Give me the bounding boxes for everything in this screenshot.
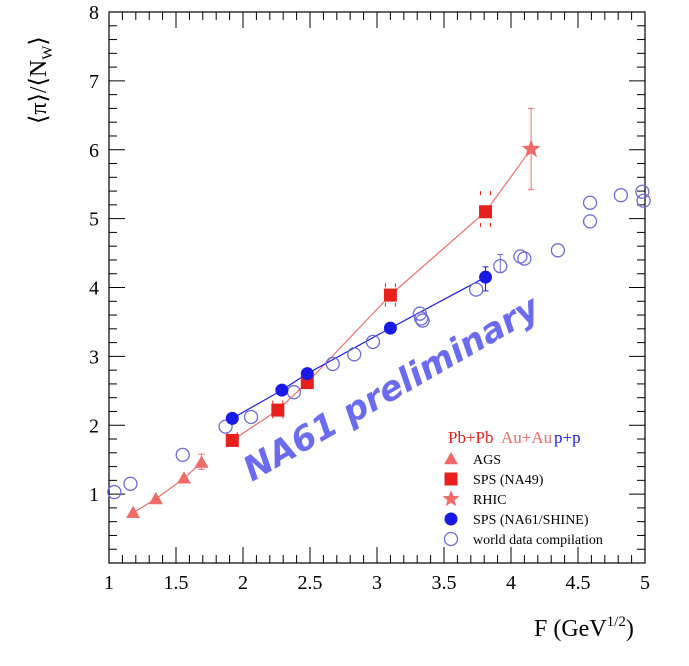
y-tick-label: 1: [89, 484, 99, 506]
y-axis-title-main: ⟨π⟩/⟨N: [26, 60, 52, 124]
data-point: [325, 356, 340, 372]
data-point: [415, 313, 430, 328]
legend-header-text: p+p: [554, 428, 581, 447]
legend-marker: [442, 490, 460, 507]
x-tick-label: 2: [238, 572, 248, 594]
plot-area-border: [108, 11, 646, 564]
data-point: [383, 288, 397, 302]
data-point: [177, 471, 192, 484]
y-tick-label: 8: [89, 2, 99, 24]
legend-header-text: Au+Au: [501, 428, 553, 447]
x-tick-label: 5: [640, 572, 650, 594]
data-point: [107, 484, 122, 500]
data-point: [300, 376, 314, 390]
data-point: [225, 433, 239, 447]
data-point: [613, 188, 629, 203]
y-tick-label: 6: [89, 140, 99, 162]
x-tick-label: 3.5: [432, 572, 457, 594]
series-markers: [107, 139, 651, 518]
y-tick-label: 4: [89, 278, 99, 300]
legend-label: SPS (NA61/SHINE): [473, 513, 589, 528]
data-point: [414, 311, 429, 326]
legend: Pb+Pb Au+Au p+p AGS SPS (NA49) RHIC SPS (NA61/…: [442, 428, 603, 548]
y-tick-label: 7: [89, 71, 99, 93]
data-point: [194, 455, 209, 468]
y-axis-title-sub: W: [40, 45, 56, 60]
data-point: [175, 447, 190, 463]
legend-marker: [444, 512, 458, 526]
data-point: [479, 270, 493, 284]
plot-frame: [108, 11, 646, 564]
data-point: [582, 214, 598, 229]
legend-header-text: Pb+Pb: [448, 428, 494, 447]
legend-marker: [443, 531, 459, 547]
legend-label: world data compilation: [473, 533, 603, 548]
legend-label: AGS: [473, 453, 501, 468]
x-axis-title: F (GeV1/2): [534, 614, 634, 642]
series-line: [485, 148, 532, 213]
y-axis-title-end: ⟩: [26, 36, 52, 45]
legend-label: RHIC: [473, 493, 506, 508]
data-point: [126, 505, 141, 518]
legend-label: SPS (NA49): [473, 473, 544, 488]
data-point: [635, 184, 650, 199]
data-point: [243, 409, 259, 425]
x-axis-title-end: ): [626, 616, 634, 642]
legend-marker: [444, 472, 458, 486]
x-tick-label: 1: [104, 572, 114, 594]
data-point: [517, 251, 532, 266]
data-point: [365, 334, 381, 350]
data-point: [225, 411, 239, 425]
y-tick-label: 5: [89, 209, 99, 231]
data-point: [275, 383, 289, 397]
data-point: [218, 419, 233, 434]
data-point: [521, 139, 541, 158]
y-axis-title: ⟨π⟩/⟨NW⟩: [26, 36, 56, 124]
x-tick-label: 3: [372, 572, 382, 594]
x-axis-title-main: F (GeV: [534, 616, 607, 642]
y-tick-label: 2: [89, 415, 99, 437]
data-point: [300, 367, 314, 381]
data-point: [347, 347, 362, 362]
series-line: [132, 461, 202, 514]
data-point: [286, 385, 302, 400]
data-point: [636, 193, 651, 208]
data-point: [479, 205, 493, 219]
data-point: [123, 476, 138, 491]
axis-ticks: 1 1.5 2 2.5 3 3.5 4 4.5 5 1 2 3 4 5 6 7 8: [89, 2, 650, 594]
x-axis-title-sup: 1/2: [607, 614, 626, 630]
data-point: [469, 282, 484, 297]
data-point: [383, 321, 397, 335]
y-tick-label: 3: [89, 346, 99, 368]
x-tick-label: 1.5: [164, 572, 189, 594]
x-tick-label: 2.5: [298, 572, 323, 594]
data-point: [271, 403, 285, 417]
x-tick-label: 4: [506, 572, 516, 594]
data-point: [550, 243, 566, 258]
legend-marker: [444, 452, 458, 465]
data-point: [493, 258, 508, 274]
x-tick-label: 4.5: [566, 572, 591, 594]
data-point: [582, 195, 598, 210]
data-point: [148, 491, 163, 505]
